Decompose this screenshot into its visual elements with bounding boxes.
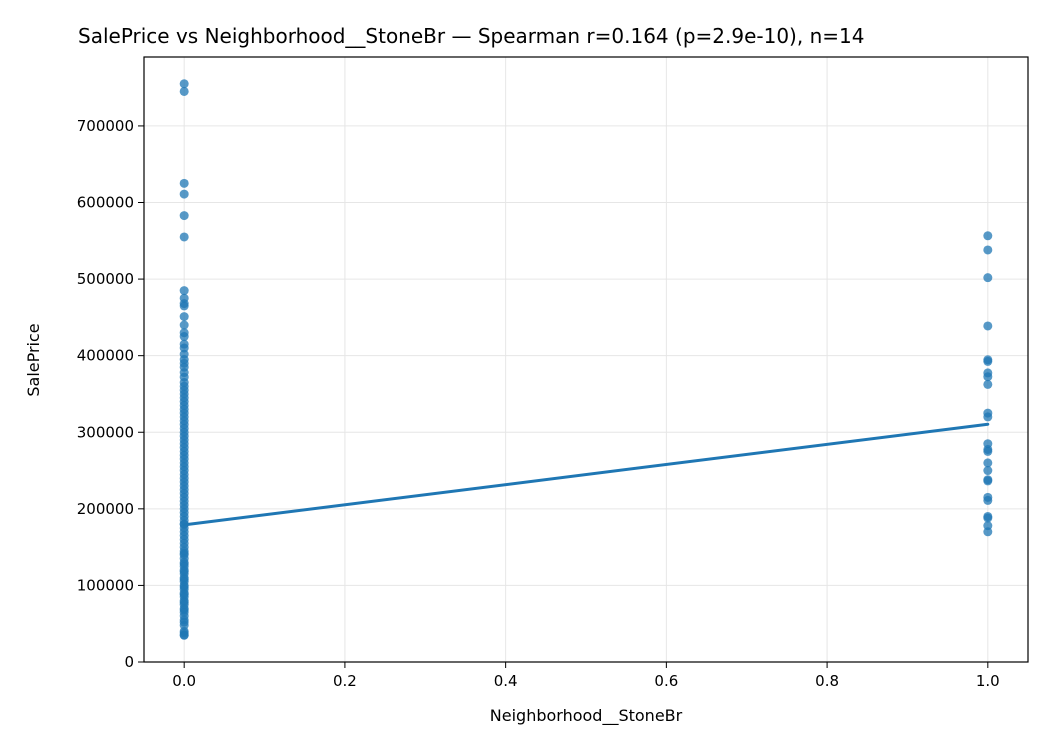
data-point: [983, 527, 993, 537]
y-axis-label: SalePrice: [24, 323, 43, 396]
data-point: [983, 372, 993, 382]
data-points: [179, 79, 993, 640]
data-point: [179, 630, 189, 640]
data-point: [179, 178, 189, 188]
x-tick-label: 0.6: [654, 672, 678, 690]
trendline: [182, 422, 990, 527]
y-tick-label: 300000: [77, 423, 134, 441]
data-point: [983, 446, 993, 456]
data-point: [179, 574, 189, 584]
plot-frame: [143, 56, 1029, 663]
chart-title: SalePrice vs Neighborhood__StoneBr — Spe…: [78, 24, 864, 48]
data-point: [983, 476, 993, 486]
x-tick-label: 0.8: [815, 672, 839, 690]
data-point: [983, 273, 993, 283]
data-point: [179, 211, 189, 221]
data-point: [179, 301, 189, 311]
x-tick-label: 1.0: [976, 672, 1000, 690]
y-tick-label: 200000: [77, 500, 134, 518]
data-point: [983, 466, 993, 476]
data-point: [179, 86, 189, 96]
x-tick-label: 0.2: [333, 672, 357, 690]
data-point: [179, 567, 189, 577]
y-tick-label: 400000: [77, 347, 134, 365]
data-point: [983, 231, 993, 241]
data-point: [179, 597, 189, 607]
y-tick-label: 0: [124, 653, 134, 671]
data-point: [179, 548, 189, 558]
trendline-segment: [182, 422, 990, 527]
y-axis-ticks: 0 100000 200000 300000 400000 500000 600000 700…: [77, 117, 144, 671]
x-tick-label: 0.4: [494, 672, 518, 690]
data-point: [179, 189, 189, 199]
data-point: [179, 582, 189, 592]
data-point: [179, 286, 189, 296]
data-point: [179, 332, 189, 342]
data-point: [983, 458, 993, 468]
data-point: [983, 379, 993, 389]
data-point: [983, 412, 993, 422]
x-axis-label: Neighborhood__StoneBr: [490, 706, 683, 726]
y-tick-label: 700000: [77, 117, 134, 135]
data-point: [983, 321, 993, 331]
y-tick-label: 100000: [77, 576, 134, 594]
y-tick-label: 600000: [77, 194, 134, 212]
data-point: [179, 79, 189, 89]
data-point: [179, 605, 189, 615]
data-point: [983, 245, 993, 255]
data-point: [179, 232, 189, 242]
data-point: [179, 320, 189, 330]
y-tick-label: 500000: [77, 270, 134, 288]
data-point: [983, 356, 993, 366]
data-point: [983, 495, 993, 505]
data-point: [179, 312, 189, 322]
x-tick-label: 0.0: [172, 672, 196, 690]
x-axis-ticks: 0.0 0.2 0.4 0.6 0.8 1.0: [172, 662, 1000, 690]
data-point: [179, 590, 189, 600]
data-point: [179, 559, 189, 569]
data-point: [983, 513, 993, 523]
